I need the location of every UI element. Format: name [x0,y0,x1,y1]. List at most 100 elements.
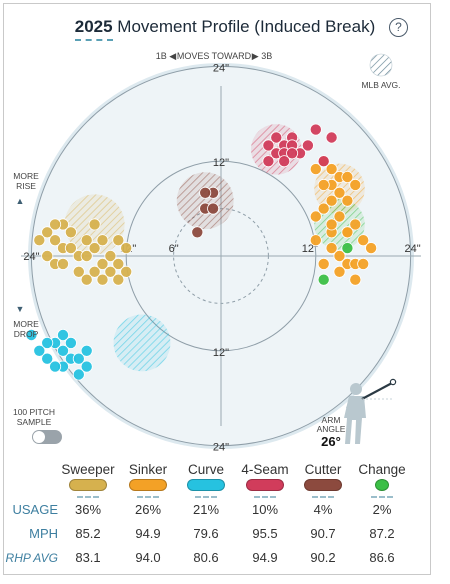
pitch-color-pill-sinker [129,479,167,491]
rhp-avg-value-4-seam: 94.9 [252,550,278,565]
pitch-point-4-seam [317,155,330,168]
pitch-point-curve [41,352,54,365]
pitch-point-sinker [341,170,354,183]
pitch-point-sweeper [64,242,77,255]
pitch-point-sweeper [80,249,93,262]
pitch-point-sweeper [88,265,101,278]
pitch-point-curve [33,344,46,357]
arm-angle-value: 26° [321,434,341,449]
pitch-name-sweeper: Sweeper [61,462,115,477]
mph-value-cutter: 90.7 [310,526,336,541]
usage-value-sweeper: 36% [74,502,102,517]
more-drop-label-1: MORE [13,319,39,329]
pitch-point-4-seam [278,155,291,168]
usage-value-change: 2% [372,502,392,517]
usage-value-cutter: 4% [313,502,333,517]
mph-value-sweeper: 85.2 [75,526,101,541]
usage-value-sinker: 26% [134,502,162,517]
pitch-point-sinker [309,163,322,176]
pitch-divider-cutter [312,496,334,498]
pitch-point-sweeper [41,226,54,239]
pitch-point-curve [25,328,38,341]
pitch-point-sinker [333,265,346,278]
pitch-point-4-seam [325,131,338,144]
pitch-point-sweeper [72,265,85,278]
pitch-color-pill-cutter [304,479,342,491]
pitch-point-sweeper [104,249,117,262]
rhp-avg-value-sweeper: 83.1 [75,550,101,565]
pitch-point-curve [80,344,93,357]
mph-value-change: 87.2 [369,526,395,541]
rhp-avg-value-sinker: 94.0 [135,550,161,565]
pitch-point-sweeper [64,226,77,239]
pitch-point-sweeper [49,234,62,247]
pitch-point-sinker [357,257,370,270]
pitch-point-sinker [309,234,322,247]
pitch-divider-4-seam [254,496,276,498]
more-rise-label-1: MORE [13,171,39,181]
pitch-point-sinker [317,202,330,215]
pitch-divider-sweeper [77,496,99,498]
pitch-point-curve [57,328,70,341]
arm-angle-label-2: ANGLE [317,424,346,434]
pitch-point-sweeper [96,257,109,270]
avg-area-cutter [176,172,234,230]
mph-value-4-seam: 95.5 [252,526,278,541]
arm-angle-line [361,382,393,400]
mlb-avg-label: MLB AVG. [361,80,400,90]
pitch-point-sinker [365,242,378,255]
pitch-point-sinker [325,163,338,176]
help-icon[interactable]: ? [389,18,408,37]
more-drop-label-2: DROP [14,329,39,339]
ring-label-y-bottom-12: 12" [213,347,229,359]
pitch-point-sweeper [33,234,46,247]
pitch-point-sinker [341,194,354,207]
more-drop-arrow: ▼ [16,304,25,314]
pitch-point-sinker [333,186,346,199]
mph-value-curve: 79.6 [193,526,219,541]
arm-angle-label-1: ARM [322,415,341,425]
pitch-divider-curve [195,496,217,498]
pitch-point-sinker [325,194,338,207]
rhp-avg-value-change: 86.6 [369,550,395,565]
pitch-point-sweeper [96,234,109,247]
pitch-point-curve [49,360,62,373]
pitch-name-4-seam: 4-Seam [241,462,289,477]
pitch-point-4-seam [286,147,299,160]
pitch-point-4-seam [270,131,283,144]
pitch-point-sweeper [49,218,62,231]
pitch-point-sinker [357,234,370,247]
pitch-point-curve [41,336,54,349]
pitch-point-change [317,273,330,286]
rhp-avg-row-label: RHP AVG [5,551,58,565]
usage-value-4-seam: 10% [251,502,279,517]
sample-label-1: 100 PITCH [13,407,55,417]
title-year: 2025 [74,17,113,41]
ring-label-y-bottom-24: 24" [213,442,229,454]
ring-label-x-right-24: 24" [405,243,421,255]
pitcher-head [350,383,362,395]
moves-toward-left: 1B ◀ [156,51,177,61]
chart-title: 2025 Movement Profile (Induced Break) [0,17,450,41]
pitch-point-sweeper [120,242,133,255]
pitch-divider-change [371,496,393,498]
pitch-color-pill-sweeper [69,479,107,491]
pitch-point-sinker [333,210,346,223]
pitch-point-cutter [207,202,220,215]
pitch-point-curve [64,336,77,349]
pitch-point-sinker [349,273,362,286]
usage-value-curve: 21% [192,502,220,517]
sample-toggle[interactable] [32,430,62,444]
pitch-point-cutter [191,226,204,239]
pitch-point-sweeper [112,273,125,286]
pitch-point-sweeper [80,273,93,286]
pitch-point-sweeper [112,234,125,247]
pitch-point-curve [72,352,85,365]
avg-area-curve [113,314,171,372]
pitch-point-sinker [333,249,346,262]
pitch-point-sweeper [88,218,101,231]
pitch-color-pill-4-seam [246,479,284,491]
title-text: Movement Profile (Induced Break) [117,17,376,36]
pitch-divider-sinker [137,496,159,498]
moves-toward-label: MOVES TOWARD [177,51,252,61]
